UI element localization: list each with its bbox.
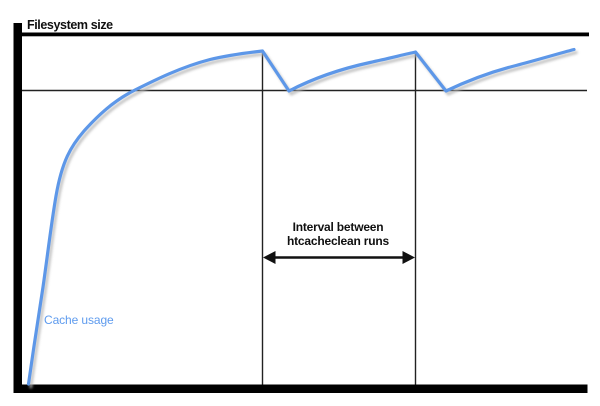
interval-label-line1: Interval between bbox=[293, 220, 384, 234]
filesystem-size-label: Filesystem size bbox=[27, 18, 113, 32]
interval-label-line2: htcacheclean runs bbox=[287, 234, 390, 248]
cache-usage-label: Cache usage bbox=[44, 313, 114, 327]
y-axis bbox=[13, 23, 22, 393]
cache-usage-curve bbox=[26, 47, 576, 386]
interval-arrow bbox=[263, 251, 415, 264]
interval-arrow-left-head bbox=[263, 251, 276, 264]
interval-arrow-right-head bbox=[402, 251, 415, 264]
x-axis bbox=[13, 384, 588, 393]
cache-usage-curve-shadow bbox=[29, 51, 578, 389]
filesystem-size-line bbox=[22, 32, 589, 37]
